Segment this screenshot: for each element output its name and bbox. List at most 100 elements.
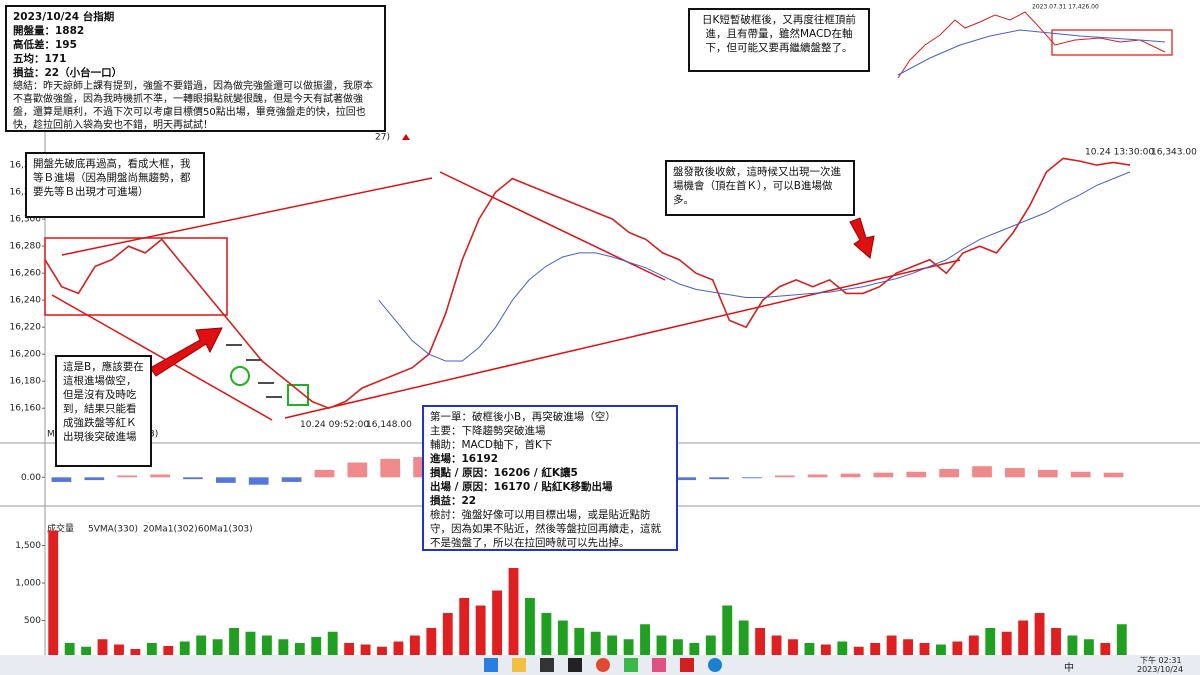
bar <box>278 639 289 655</box>
bar <box>623 639 634 655</box>
note-line: 第一單：破框後小B，再突破進場（空） <box>430 411 616 423</box>
app-icon[interactable] <box>596 658 610 672</box>
app-icon[interactable] <box>568 658 582 672</box>
bar <box>311 637 322 655</box>
bar <box>146 643 157 655</box>
y-tick-label: 0.00 <box>21 473 41 483</box>
arrow <box>849 217 875 259</box>
bar <box>738 620 749 655</box>
bar <box>919 643 930 655</box>
marker <box>230 366 250 386</box>
bar <box>1034 613 1045 655</box>
bar <box>492 590 503 655</box>
bar <box>972 466 992 478</box>
summary-note: 2023/10/24 台指期 開盤量：1882 高低差：195 五均：171 損… <box>5 5 386 132</box>
bar <box>183 477 203 480</box>
y-tick-label: 16,200 <box>10 350 42 360</box>
bar <box>245 631 256 655</box>
bar <box>705 635 716 655</box>
legend-entry: 60Ma1(303) <box>198 525 253 535</box>
bar <box>475 605 486 655</box>
daily-note: 日K短暫破框後，又再度往框頂前進，且有帶量，雖然MACD在軸下，但可能又要再繼續… <box>688 8 870 72</box>
bar <box>853 646 864 655</box>
note-line: 輔助：MACD軸下，首K下 <box>430 439 553 451</box>
bar <box>248 477 269 485</box>
bar <box>952 641 963 655</box>
ime[interactable]: 中 <box>1064 663 1074 674</box>
app-icon[interactable] <box>708 658 722 672</box>
bar <box>689 643 700 655</box>
marker <box>287 384 309 406</box>
y-tick-label: 16,260 <box>10 269 42 279</box>
bar <box>1070 471 1091 478</box>
note-line: 進場：16192 <box>430 453 499 465</box>
app-icon[interactable] <box>624 658 638 672</box>
bar <box>377 646 387 655</box>
clock-time[interactable]: 下午 02:31 <box>1140 656 1182 665</box>
bar <box>672 639 683 655</box>
bar <box>215 477 236 483</box>
annotation-lines <box>44 171 961 421</box>
bar <box>774 475 795 478</box>
note-line: 開盤量：1882 <box>13 25 85 37</box>
bar <box>873 472 894 478</box>
legend-entry: 5VMA(330) <box>88 525 138 535</box>
bar <box>344 643 355 655</box>
annotation-price: 16,343.00 <box>1151 148 1197 158</box>
taskbar: 中 下午 02:31 2023/10/24 <box>0 655 1200 675</box>
bar <box>64 643 75 655</box>
note-line: 高低差：195 <box>13 39 77 51</box>
partial-label: 27) <box>375 133 390 143</box>
bar <box>179 641 190 655</box>
bar <box>590 631 601 655</box>
bar <box>709 477 729 480</box>
bar <box>51 477 72 482</box>
app-icon[interactable] <box>512 658 526 672</box>
bar <box>409 635 420 655</box>
bar <box>906 471 927 478</box>
note-line: 出場 / 原因：16170 / 貼紅K移動出場 <box>430 481 613 493</box>
missed-note: 這是B，應該要在這根進場做空，但是沒有及時吃到，結果只能看成強跌盤等紅Ｋ出現後突… <box>55 355 152 467</box>
note-line: 損益：22 <box>430 495 477 507</box>
bar <box>840 473 861 478</box>
bar <box>939 469 960 478</box>
bar <box>656 635 667 655</box>
bar <box>212 639 223 655</box>
note-text: 總結：昨天諒師上課有提到，強盤不要錯過，因為做完強盤還可以做振盪，我原本不喜歡做… <box>13 81 373 131</box>
bar <box>771 635 782 655</box>
clock-date[interactable]: 2023/10/24 <box>1137 665 1184 674</box>
level-marks <box>226 344 282 398</box>
app-icon[interactable] <box>652 658 666 672</box>
bar <box>1037 469 1058 478</box>
open-note: 開盤先破底再過高，看成大框，我等Ｂ進場（因為開盤尚無趨勢，都要先等Ｂ出現才可進場… <box>25 152 205 218</box>
trade-note: 第一單：破框後小B，再突破進場（空） 主要：下降趨勢突破進場 輔助：MACD軸下… <box>422 405 678 551</box>
bar <box>426 628 437 655</box>
bar <box>327 631 338 655</box>
bar <box>640 624 650 655</box>
bar <box>557 620 568 655</box>
note-line: 2023/10/24 台指期 <box>13 11 115 23</box>
y-tick-label: 1,500 <box>15 541 41 551</box>
note-line: 主要：下降趨勢突破進場 <box>430 425 546 437</box>
y-tick-label: 1,000 <box>15 579 41 589</box>
y-tick-label: 16,160 <box>10 404 42 414</box>
y-tick-label: 16,180 <box>10 377 42 387</box>
bar <box>607 635 618 655</box>
bar <box>676 477 696 481</box>
bar <box>508 568 519 655</box>
app-icon[interactable] <box>540 658 554 672</box>
later-note: 盤發散後收斂，這時候又出現一次進場機會（頂在首Ｋ），可以B進場做多。 <box>665 160 855 216</box>
bar <box>459 598 470 655</box>
app-icon[interactable] <box>680 658 694 672</box>
bar <box>196 635 207 655</box>
bar <box>804 643 815 655</box>
indicator <box>402 134 410 140</box>
inset-label: 2023.07.31 17,426.00 <box>1032 4 1099 11</box>
start-icon[interactable] <box>484 658 498 672</box>
bar <box>360 644 371 655</box>
bar <box>163 646 174 655</box>
bar <box>1100 643 1111 655</box>
bar <box>886 635 897 655</box>
y-tick-label: 16,240 <box>10 296 42 306</box>
inset-chart: 2023.07.31 17,426.00 <box>897 4 1173 79</box>
